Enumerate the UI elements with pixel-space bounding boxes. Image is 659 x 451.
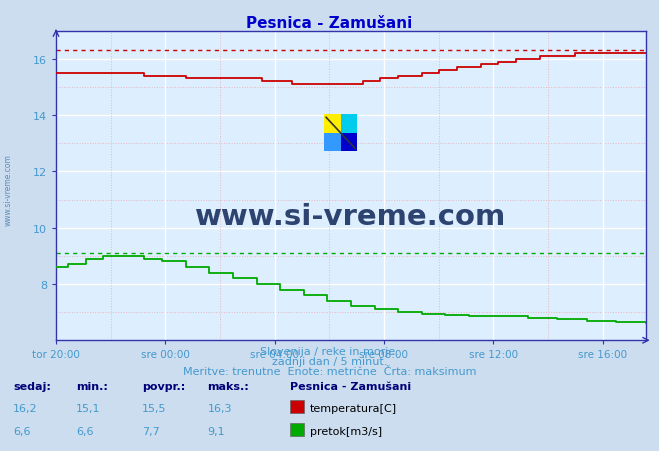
Text: 15,5: 15,5	[142, 403, 166, 413]
FancyBboxPatch shape	[324, 115, 341, 133]
Text: Meritve: trenutne  Enote: metrične  Črta: maksimum: Meritve: trenutne Enote: metrične Črta: …	[183, 366, 476, 376]
FancyBboxPatch shape	[324, 133, 341, 152]
Text: 9,1: 9,1	[208, 426, 225, 436]
FancyBboxPatch shape	[341, 133, 357, 152]
Text: zadnji dan / 5 minut.: zadnji dan / 5 minut.	[272, 356, 387, 366]
Text: Pesnica - Zamušani: Pesnica - Zamušani	[246, 16, 413, 31]
Text: pretok[m3/s]: pretok[m3/s]	[310, 426, 382, 436]
Text: temperatura[C]: temperatura[C]	[310, 403, 397, 413]
Text: sedaj:: sedaj:	[13, 381, 51, 391]
Text: povpr.:: povpr.:	[142, 381, 185, 391]
Text: www.si-vreme.com: www.si-vreme.com	[3, 153, 13, 226]
Text: maks.:: maks.:	[208, 381, 249, 391]
Text: Slovenija / reke in morje.: Slovenija / reke in morje.	[260, 346, 399, 356]
Text: www.si-vreme.com: www.si-vreme.com	[195, 203, 507, 231]
FancyBboxPatch shape	[341, 115, 357, 133]
Text: 7,7: 7,7	[142, 426, 159, 436]
Text: 6,6: 6,6	[76, 426, 94, 436]
Text: Pesnica - Zamušani: Pesnica - Zamušani	[290, 381, 411, 391]
Text: min.:: min.:	[76, 381, 107, 391]
Text: 16,2: 16,2	[13, 403, 38, 413]
Text: 6,6: 6,6	[13, 426, 31, 436]
Text: 16,3: 16,3	[208, 403, 232, 413]
Text: 15,1: 15,1	[76, 403, 100, 413]
